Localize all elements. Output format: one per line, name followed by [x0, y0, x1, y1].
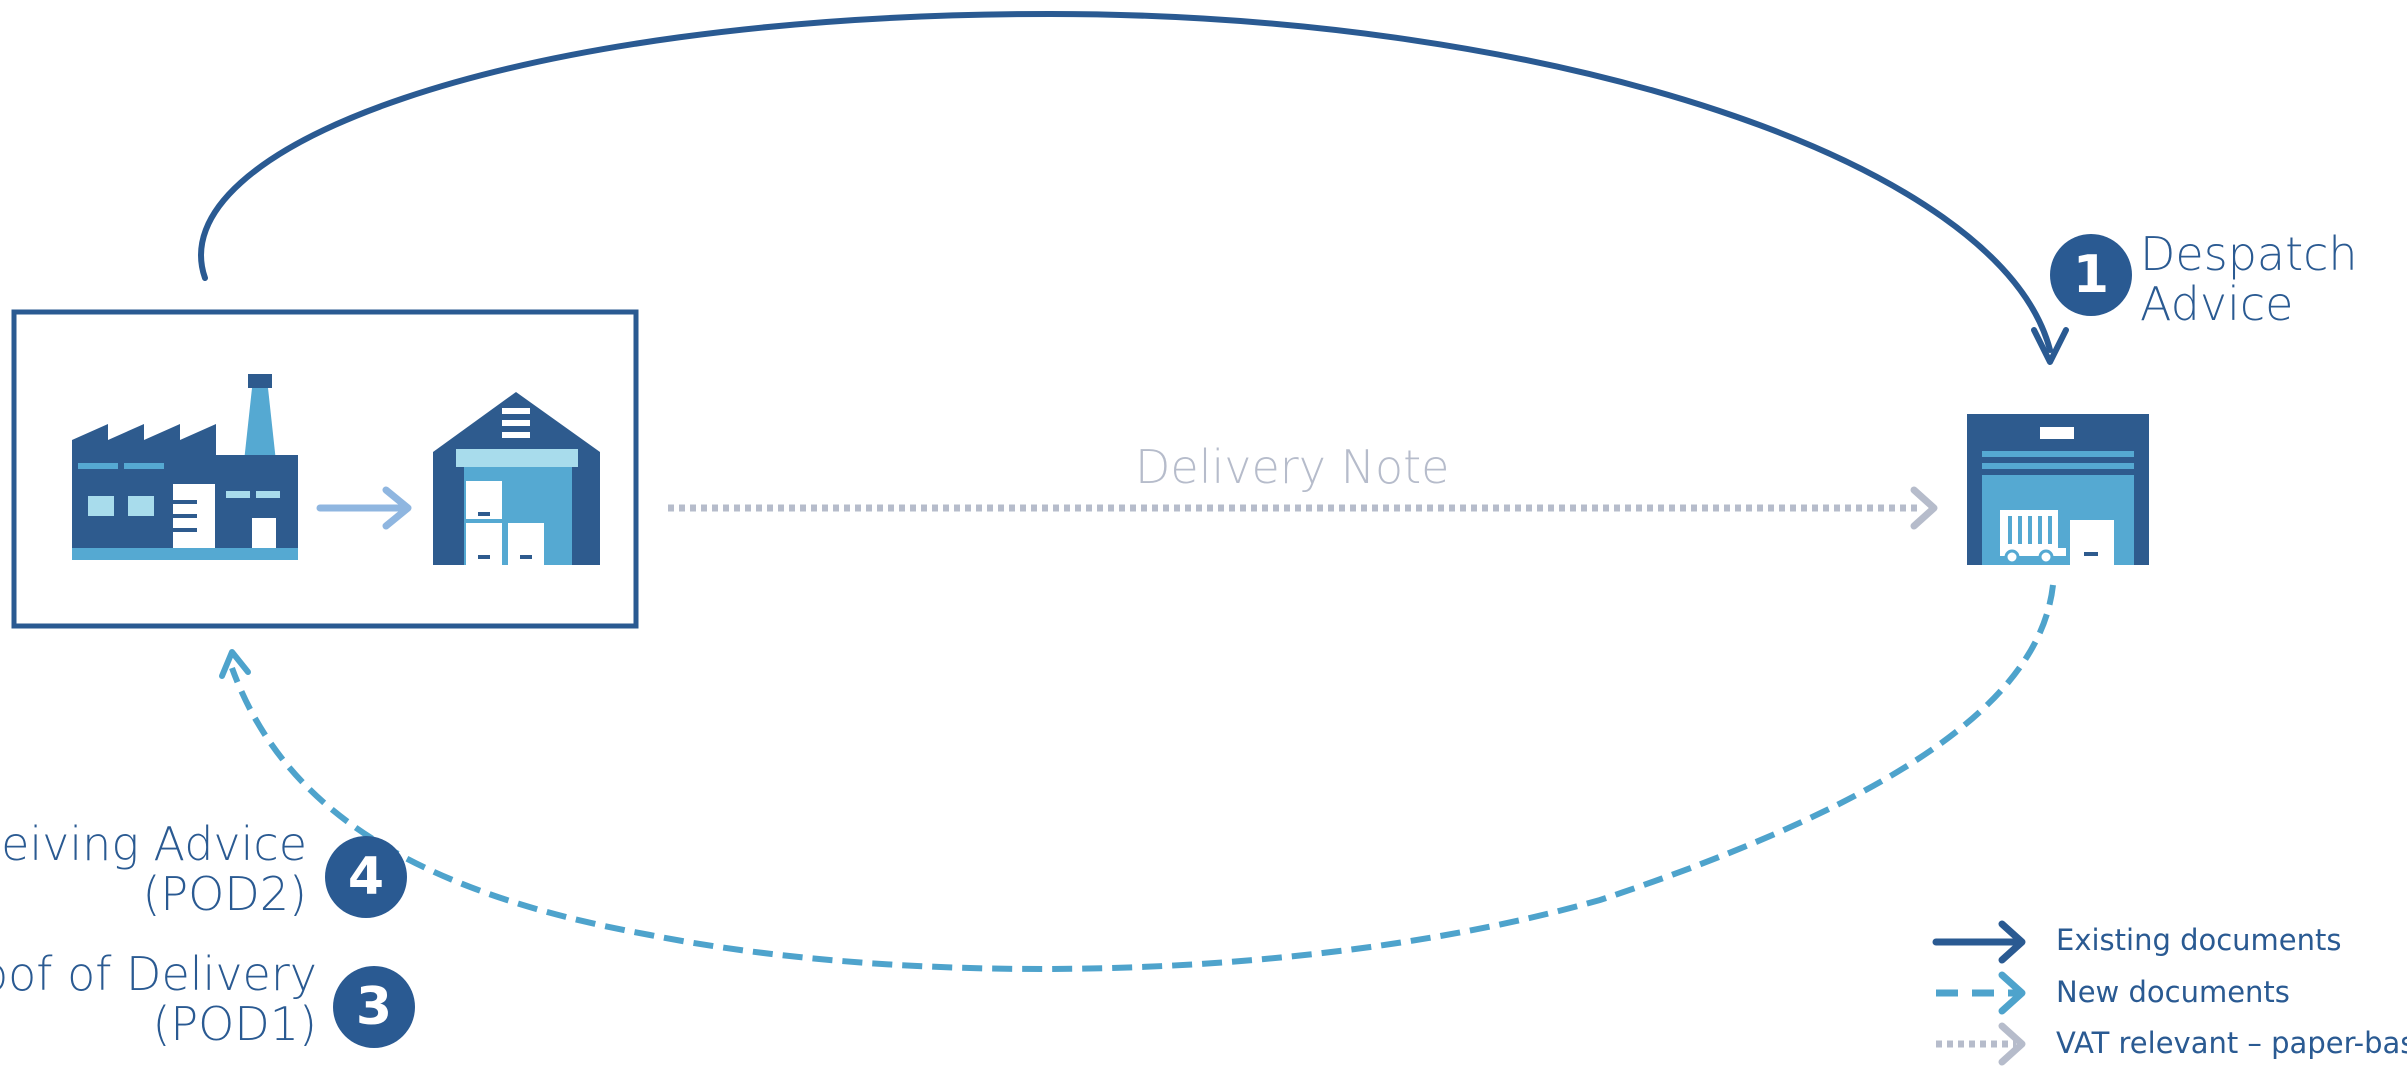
pod-return-arrow [229, 584, 2056, 972]
delivery-note-arrowhead [1910, 486, 1938, 530]
factory-to-warehouse-arrowhead [382, 486, 412, 530]
legend-new-label: New documents [2056, 975, 2290, 1009]
proof-of-delivery-label: Proof of Delivery (POD1) [0, 947, 317, 1051]
legend-existing-label: Existing documents [2056, 923, 2342, 957]
pod-return-arrowhead [219, 649, 251, 679]
proof-of-delivery-label-line1: Proof of Delivery [0, 947, 317, 1001]
despatch-advice-label: Despatch Advice [2140, 227, 2358, 331]
warehouse-icon [433, 392, 600, 565]
legend-new-sample [1936, 971, 2026, 1015]
receiving-advice-label-line2: (POD2) [142, 866, 307, 921]
receiving-advice-label-line1: Receiving Advice [0, 817, 307, 871]
despatch-advice-arrowhead [2031, 327, 2069, 365]
step-badge-4: 4 [325, 836, 407, 918]
despatch-advice-arrow [198, 10, 2053, 353]
legend-existing-sample [1932, 920, 2026, 964]
despatch-advice-label-line1: Despatch [2140, 227, 2358, 281]
proof-of-delivery-label-line2: (POD1) [152, 996, 317, 1051]
supplier-box [11, 309, 639, 629]
receiving-advice-label: Receiving Advice (POD2) [0, 817, 307, 921]
legend-vat-sample [1936, 1022, 2026, 1066]
step-badge-1: 1 [2050, 234, 2132, 316]
despatch-advice-label-line2: Advice [2140, 276, 2294, 331]
delivery-note-label: Delivery Note [1135, 440, 1450, 494]
factory-icon [72, 374, 298, 560]
step-badge-3: 3 [333, 966, 415, 1048]
legend-vat-label: VAT relevant – paper-based [2056, 1026, 2407, 1060]
receiving-warehouse-icon [1967, 414, 2149, 565]
